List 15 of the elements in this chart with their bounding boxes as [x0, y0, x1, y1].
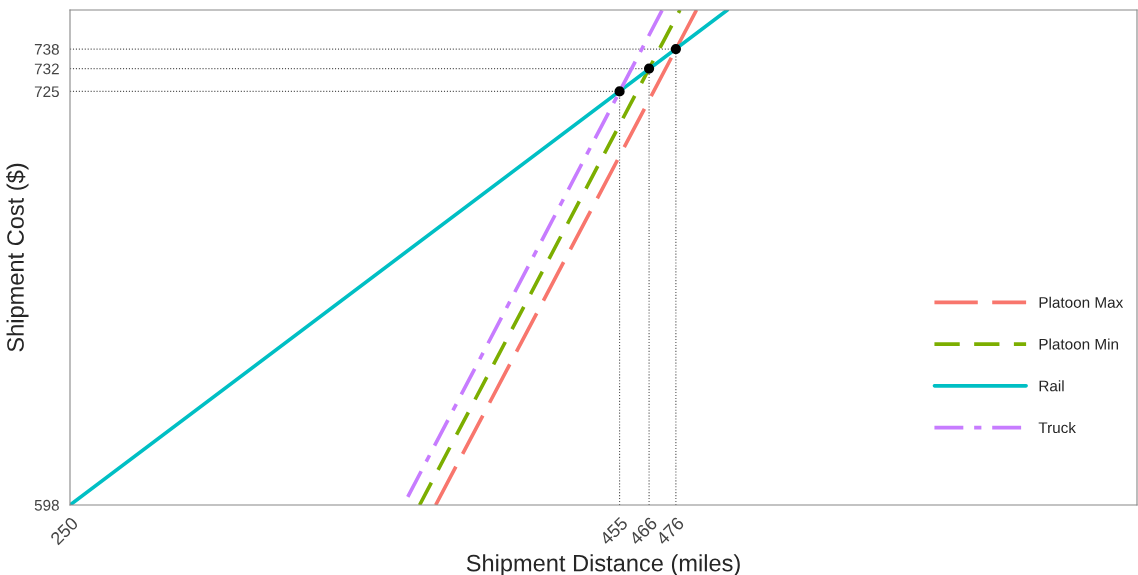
y-tick-label: 598 [34, 499, 59, 511]
text: Rail [1039, 380, 1064, 392]
y-axis-title: Shipment Cost ($) [6, 163, 29, 352]
y-tick-label: 738 [34, 43, 59, 55]
x-tick-label: 455 [599, 516, 629, 546]
y-tick-label: 732 [34, 63, 59, 75]
text: Platoon Min [1039, 338, 1119, 350]
text: Truck [1038, 421, 1076, 434]
point [670, 43, 681, 55]
x-tick-label: 466 [628, 516, 658, 546]
point [614, 86, 625, 97]
point [643, 63, 655, 74]
text: Platoon Max [1039, 296, 1124, 308]
y-tick-label: 725 [34, 86, 59, 98]
x-tick-label: 250 [49, 516, 79, 546]
